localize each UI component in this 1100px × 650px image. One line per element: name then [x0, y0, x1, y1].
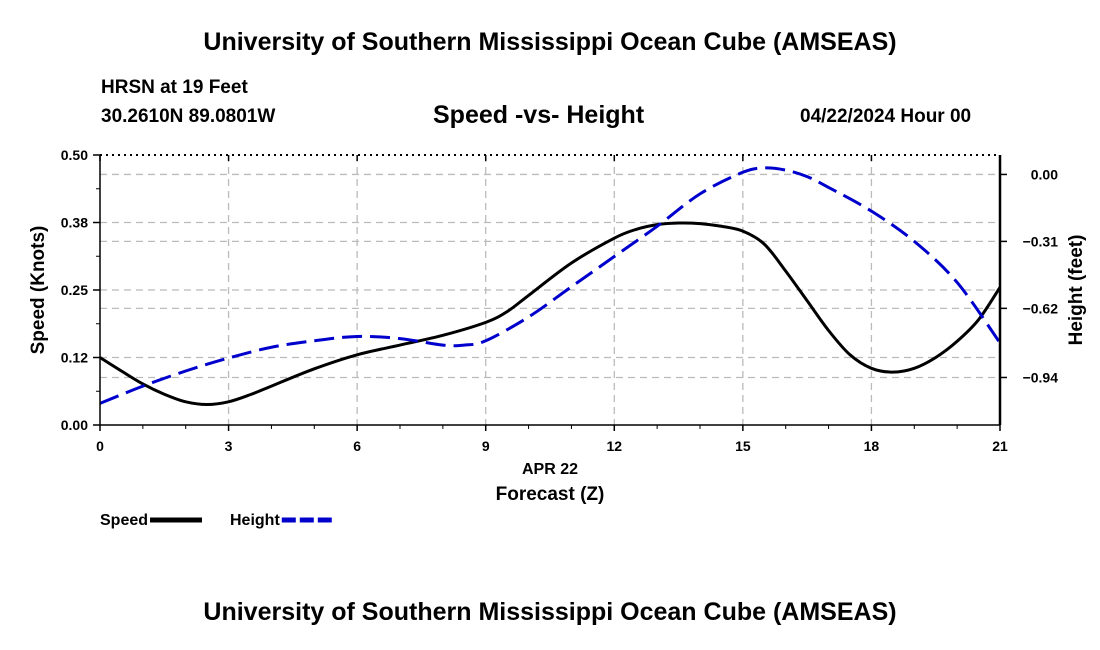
x-tick-label: 9 — [482, 438, 490, 454]
legend-label-speed: Speed — [100, 512, 148, 529]
right-y-tick-label: −0.62 — [1023, 300, 1059, 316]
height-series-line — [99, 166, 1002, 405]
station-label: HRSN at 19 Feet — [101, 77, 248, 98]
left-y-tick-label: 0.12 — [61, 350, 88, 366]
speed-height-chart: 0 3 6 9 12 15 18 21 0.00 0.12 0.25 0.38 0.50 0.00 −0.3… — [28, 147, 1087, 529]
right-y-tick-label: 0.00 — [1031, 166, 1058, 182]
x-axis-date-label: APR 22 — [522, 461, 578, 478]
chart-subtitle: Speed -vs- Height — [433, 101, 645, 129]
x-tick-label: 3 — [225, 438, 233, 454]
left-y-tick-label: 0.25 — [61, 282, 88, 298]
axis-ticks: 0 3 6 9 12 15 18 21 0.00 0.12 0.25 0.38 0.50 0.00 −0.3… — [61, 147, 1058, 454]
chart-title: University of Southern Mississippi Ocean… — [203, 28, 897, 56]
x-tick-label: 0 — [96, 438, 104, 454]
right-y-tick-label: −0.94 — [1023, 369, 1059, 385]
left-y-tick-label: 0.38 — [61, 215, 88, 231]
x-tick-label: 18 — [864, 438, 880, 454]
x-tick-label: 6 — [353, 438, 361, 454]
x-tick-label: 15 — [735, 438, 751, 454]
datetime-label: 04/22/2024 Hour 00 — [800, 106, 972, 127]
x-axis-title: Forecast (Z) — [496, 484, 605, 505]
right-y-tick-label: −0.31 — [1023, 233, 1059, 249]
x-tick-label: 12 — [606, 438, 622, 454]
right-axis-title: Height (feet) — [1066, 235, 1087, 346]
x-tick-label: 21 — [992, 438, 1008, 454]
speed-series-line — [99, 221, 1002, 406]
series-lines — [99, 166, 1002, 406]
left-axis-title: Speed (Knots) — [28, 226, 49, 355]
coordinates-label: 30.2610N 89.0801W — [101, 106, 276, 127]
left-y-tick-label: 0.00 — [61, 417, 88, 433]
grid-lines — [100, 155, 1000, 425]
legend-label-height: Height — [230, 512, 280, 529]
footer-title: University of Southern Mississippi Ocean… — [203, 598, 897, 626]
left-y-tick-label: 0.50 — [61, 147, 88, 163]
legend: Speed Height — [100, 512, 334, 529]
